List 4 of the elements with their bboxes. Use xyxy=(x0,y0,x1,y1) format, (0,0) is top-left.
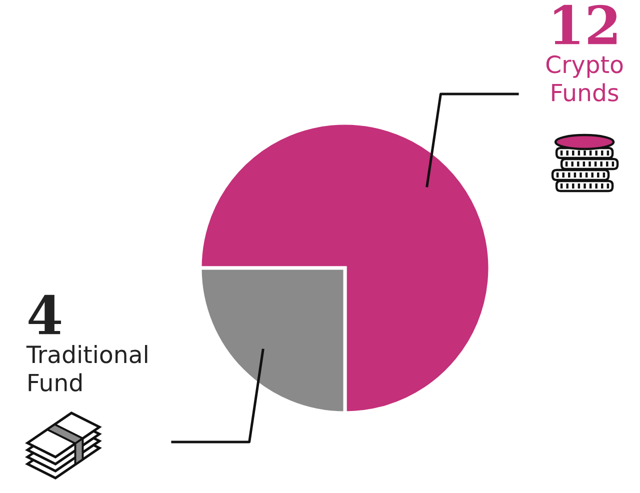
slice-label: Crypto Funds xyxy=(546,55,623,102)
slice-label: Traditional Fund xyxy=(26,345,148,392)
data-label: 4 xyxy=(28,294,62,334)
data-label: 12 xyxy=(554,4,617,44)
